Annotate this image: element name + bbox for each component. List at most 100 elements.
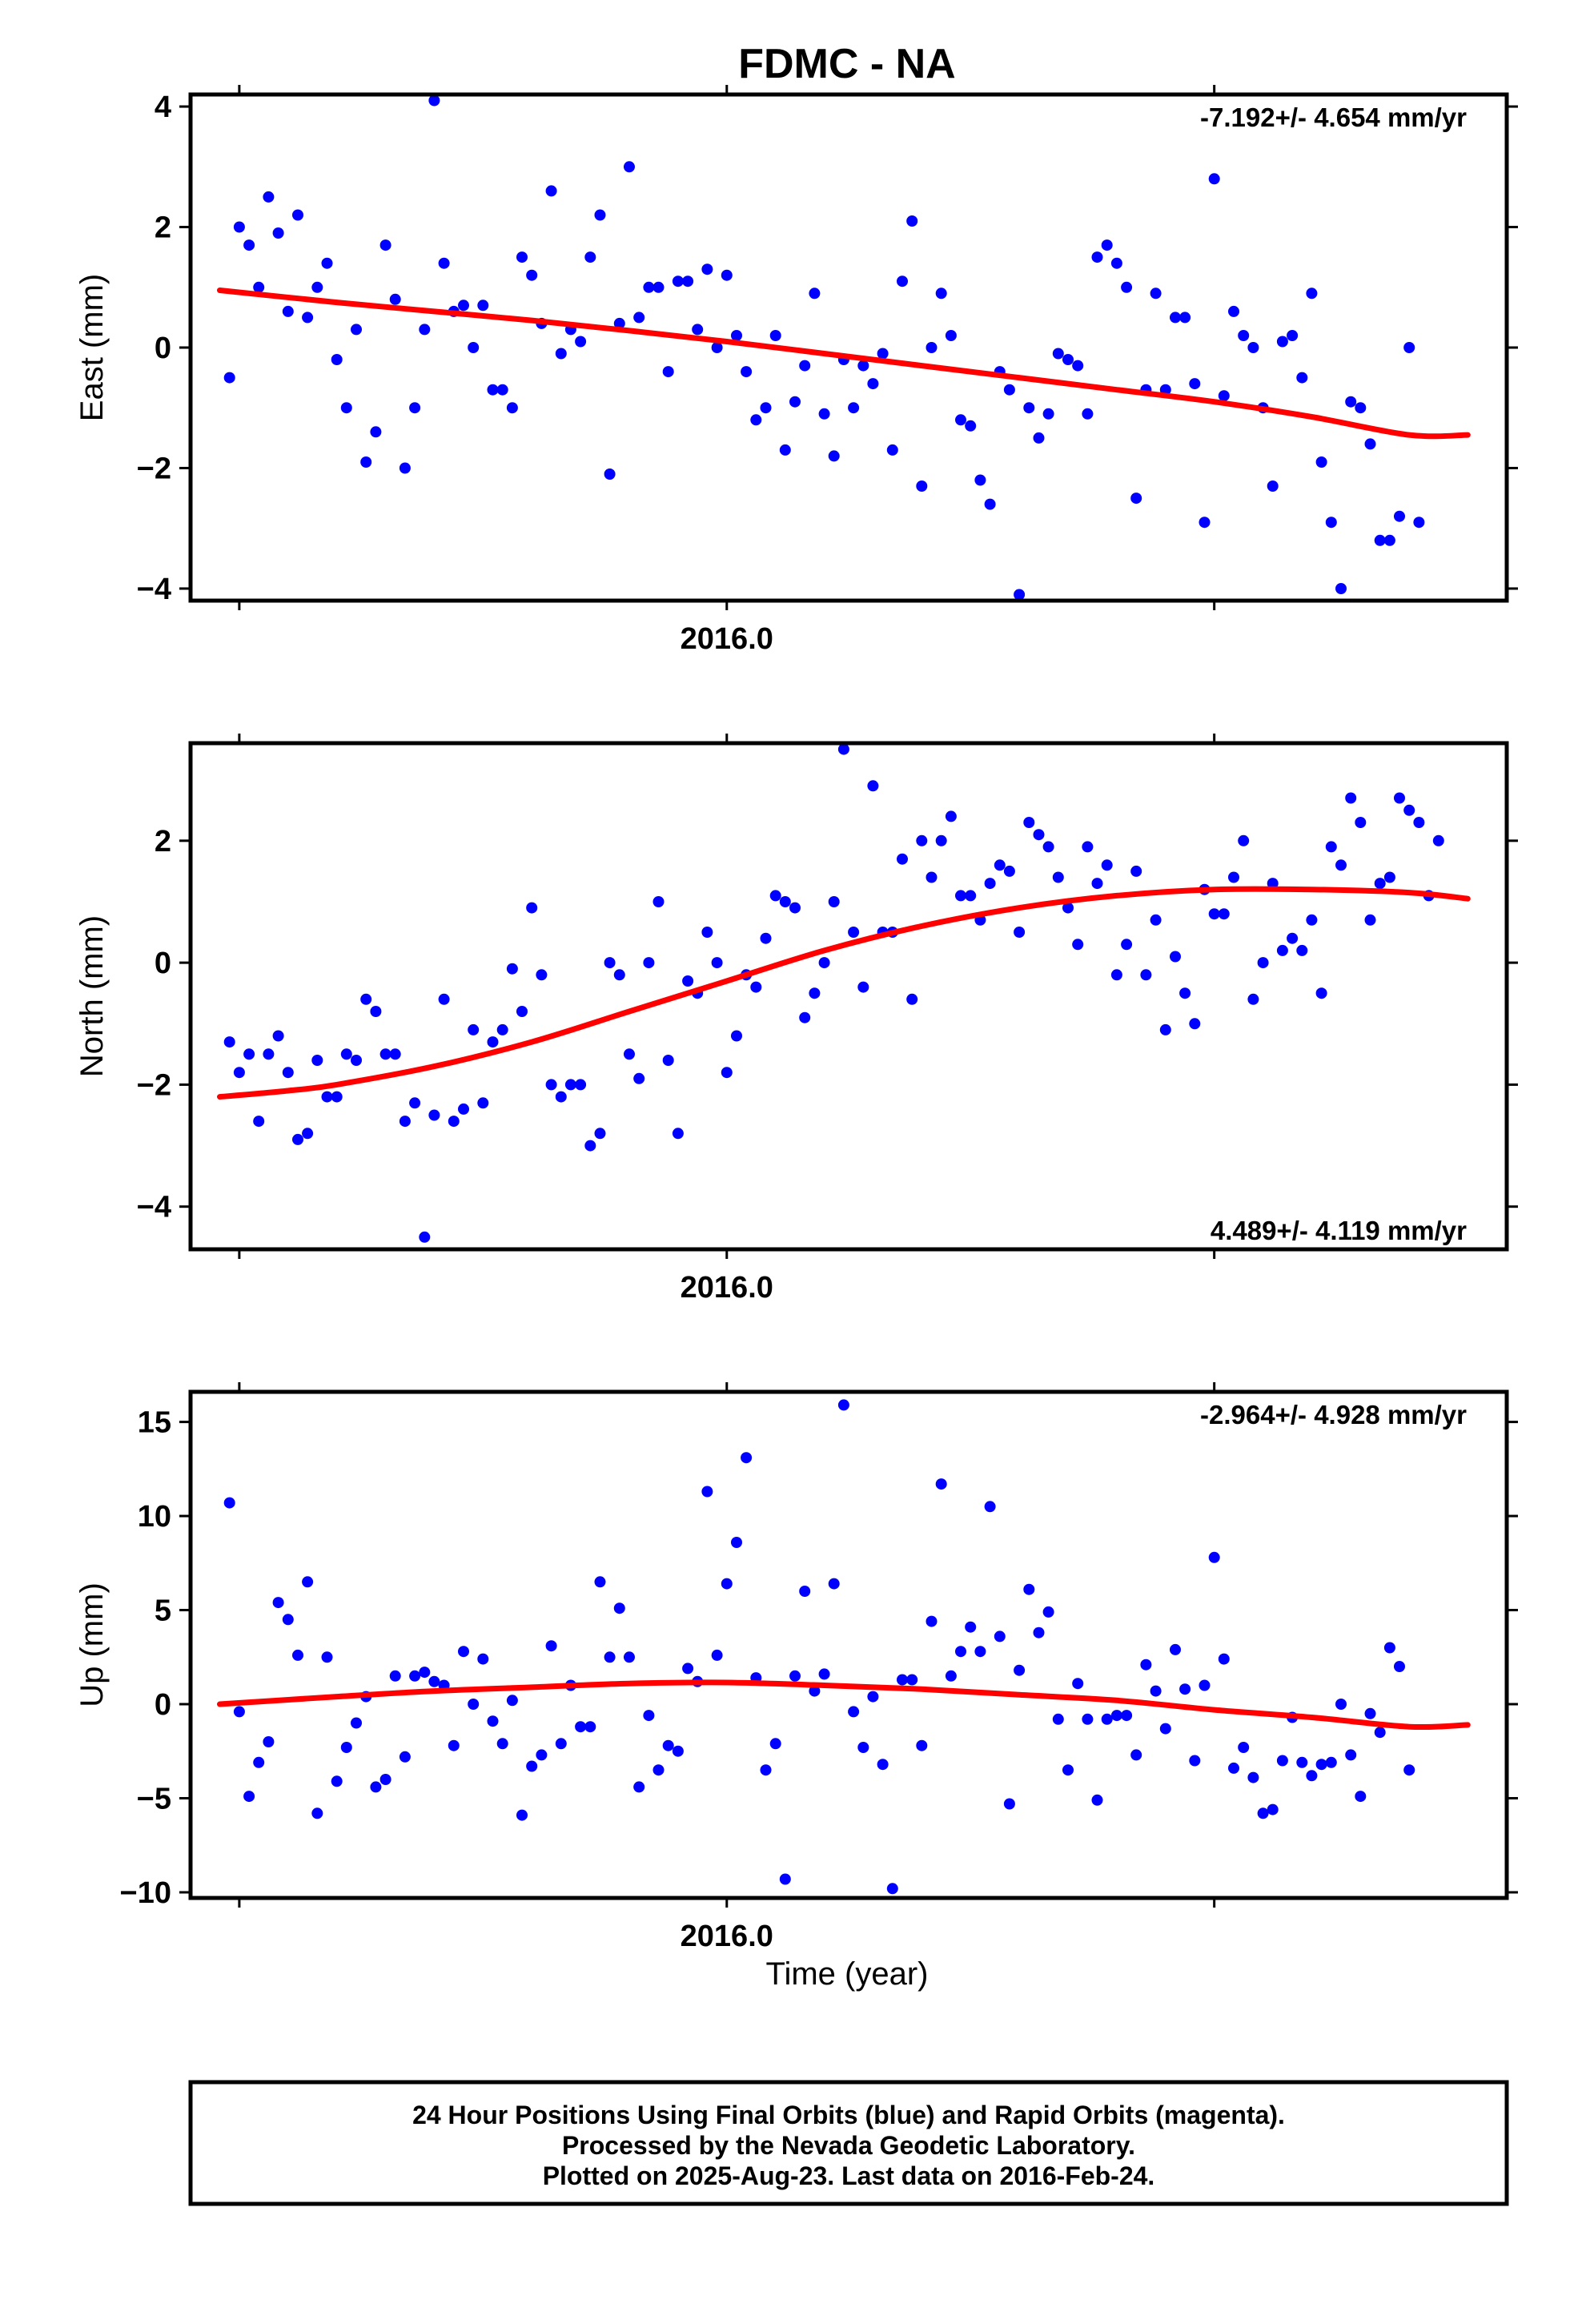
data-point <box>272 227 284 239</box>
figure-title: FDMC - NA <box>738 41 956 87</box>
data-point <box>223 372 235 384</box>
y-tick-label: −2 <box>137 452 171 485</box>
data-point <box>604 468 616 480</box>
y-tick-label: 15 <box>138 1406 171 1440</box>
data-point <box>1325 1756 1337 1768</box>
data-point <box>1121 1710 1133 1722</box>
data-point <box>1413 517 1425 529</box>
data-point <box>428 94 440 107</box>
rate-annotation: 4.489+/- 4.119 mm/yr <box>1211 1216 1467 1245</box>
data-point <box>672 1745 684 1757</box>
data-point <box>1170 312 1181 324</box>
data-point <box>575 1079 587 1091</box>
data-point <box>1306 1770 1318 1782</box>
data-point <box>292 209 303 221</box>
data-point <box>575 336 587 348</box>
data-point <box>1101 239 1113 251</box>
data-point <box>731 1030 742 1042</box>
data-point <box>1101 859 1113 871</box>
data-point <box>311 1055 323 1066</box>
data-point <box>1003 384 1015 396</box>
data-point <box>633 1072 645 1084</box>
data-point <box>370 426 382 438</box>
data-point <box>886 444 898 456</box>
data-point <box>1228 305 1239 317</box>
data-point <box>916 480 928 492</box>
data-point <box>965 890 977 902</box>
data-point <box>1121 281 1133 293</box>
data-point <box>1189 378 1201 390</box>
data-point <box>428 1675 440 1687</box>
data-point <box>1257 957 1269 969</box>
data-point <box>1218 1653 1230 1665</box>
data-point <box>477 1097 489 1109</box>
data-point <box>741 366 753 378</box>
data-point <box>1306 287 1318 300</box>
data-point <box>809 987 821 999</box>
data-point <box>721 1067 733 1079</box>
data-point <box>906 215 918 227</box>
data-point <box>779 444 791 456</box>
data-point <box>496 1023 508 1035</box>
data-point <box>536 969 548 981</box>
data-point <box>818 1668 830 1680</box>
data-point <box>1042 408 1054 420</box>
data-point <box>1062 1764 1074 1776</box>
rate-annotation: -2.964+/- 4.928 mm/yr <box>1200 1400 1467 1429</box>
data-point <box>243 1791 255 1803</box>
data-point <box>516 1006 528 1017</box>
data-point <box>877 348 889 360</box>
data-point <box>624 161 635 173</box>
data-point <box>1033 829 1045 841</box>
data-point <box>1306 914 1318 926</box>
data-point <box>1130 493 1142 505</box>
data-point <box>1247 993 1259 1005</box>
data-point <box>584 1140 596 1152</box>
data-point <box>848 1706 860 1718</box>
data-point <box>672 1128 684 1140</box>
data-point <box>1179 312 1191 324</box>
data-point <box>1091 251 1103 263</box>
data-point <box>1052 871 1064 883</box>
data-point <box>1276 944 1288 956</box>
data-point <box>1432 834 1444 846</box>
panel-1: 4 2 0 −2 −4 2016.0 East (mm) -7.192+/- 4.654 mm… <box>74 85 1518 656</box>
data-point <box>906 993 918 1005</box>
data-point <box>379 239 391 251</box>
data-point <box>253 281 265 293</box>
data-point <box>506 963 518 975</box>
data-point <box>701 1486 713 1498</box>
data-point <box>828 450 840 462</box>
data-point <box>1228 1762 1239 1774</box>
data-point <box>1014 589 1026 601</box>
data-point <box>370 1781 382 1793</box>
data-point <box>926 342 938 353</box>
footer-line-1: 24 Hour Positions Using Final Orbits (bl… <box>412 2101 1285 2129</box>
data-point <box>1296 372 1308 384</box>
data-point <box>828 1578 840 1590</box>
data-point <box>1150 914 1162 926</box>
data-point <box>321 1651 333 1663</box>
data-point <box>1003 1798 1015 1810</box>
data-point <box>1374 1727 1386 1739</box>
data-point <box>233 1067 245 1079</box>
data-point <box>379 1048 391 1060</box>
data-point <box>1033 1626 1045 1638</box>
data-point <box>458 300 469 312</box>
data-point <box>1287 330 1299 341</box>
data-point <box>682 1663 694 1675</box>
data-point <box>526 269 538 281</box>
data-point <box>536 1749 548 1761</box>
data-point <box>994 1630 1006 1642</box>
data-point <box>1072 939 1084 951</box>
data-point <box>1101 1713 1113 1725</box>
data-point <box>906 1674 918 1686</box>
data-point <box>926 1615 938 1627</box>
data-point <box>331 1091 343 1103</box>
data-point <box>360 456 372 468</box>
data-point <box>984 1501 996 1513</box>
data-point <box>945 330 957 341</box>
data-point <box>1023 402 1035 414</box>
data-point <box>487 1036 499 1048</box>
data-point <box>272 1597 284 1609</box>
